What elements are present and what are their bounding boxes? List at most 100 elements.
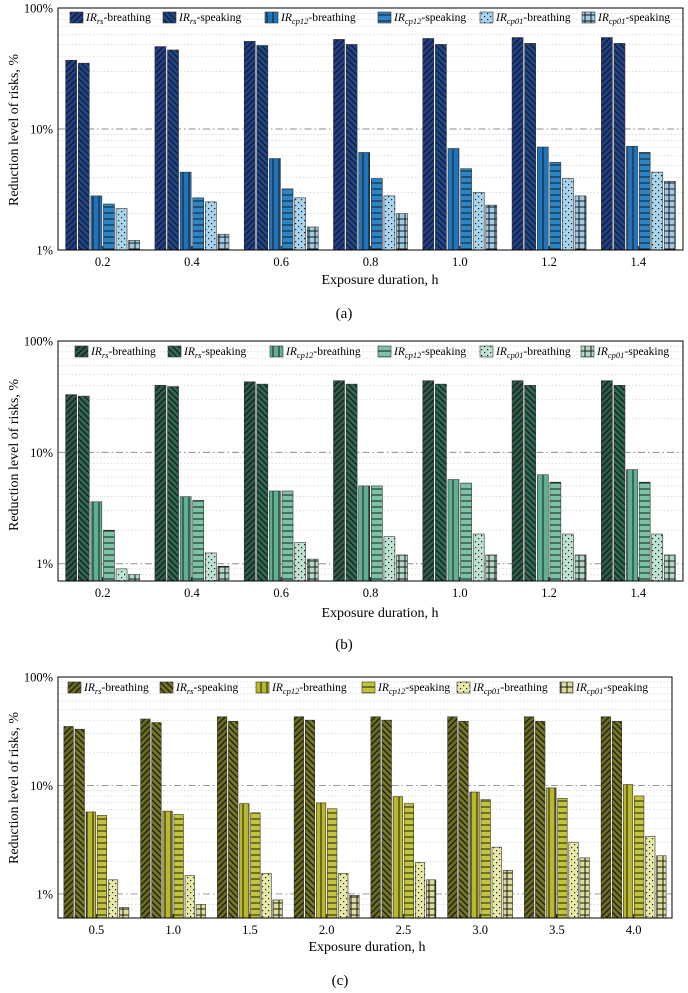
- y-tick-label: 100%: [24, 671, 53, 685]
- legend-swatch: [580, 345, 595, 358]
- legend-entry: IRrs-speaking: [167, 345, 246, 360]
- bar: [338, 872, 349, 919]
- bar: [77, 395, 90, 582]
- legend-label: IRcp12-speaking: [377, 682, 450, 696]
- x-tick-label: 0.6: [273, 255, 289, 269]
- bar: [96, 815, 107, 919]
- legend-label: IRcp01-speaking: [596, 346, 669, 360]
- bar: [403, 803, 414, 919]
- bar: [638, 152, 651, 251]
- panel-caption: (a): [336, 306, 353, 322]
- bar: [281, 188, 294, 251]
- bar: [656, 855, 667, 919]
- legend-swatch: [67, 681, 82, 694]
- bar: [562, 178, 574, 251]
- bar: [294, 197, 306, 251]
- bar: [626, 469, 638, 582]
- bar: [546, 787, 557, 919]
- bar: [524, 716, 535, 919]
- x-tick-label: 0.5: [89, 923, 105, 937]
- legend-swatch: [167, 345, 182, 358]
- bar: [115, 208, 128, 251]
- bar: [396, 213, 408, 251]
- bar: [228, 721, 239, 919]
- bar: [154, 385, 167, 582]
- legend-entry: IRcp01-speaking: [580, 345, 669, 360]
- x-tick-label: 0.2: [95, 255, 111, 269]
- y-tick-label: 10%: [30, 123, 53, 137]
- bar: [579, 857, 590, 919]
- x-tick-label: 1.4: [631, 586, 647, 600]
- x-tick-label: 2.5: [396, 923, 412, 937]
- bar: [192, 197, 205, 251]
- bar: [613, 43, 626, 251]
- bar: [269, 158, 281, 251]
- x-tick-label: 1.0: [452, 586, 468, 600]
- bar: [645, 835, 656, 919]
- bar: [601, 380, 613, 582]
- bar: [140, 718, 151, 919]
- bar: [294, 542, 306, 582]
- bar: [167, 49, 179, 251]
- legend-entry: IRcp12-speaking: [377, 345, 466, 360]
- bar: [179, 171, 192, 251]
- bar: [327, 808, 338, 919]
- legend-label: IRrs-breathing: [90, 346, 156, 360]
- bar: [383, 195, 396, 251]
- bar: [426, 879, 437, 919]
- bar: [281, 490, 294, 582]
- bar: [115, 568, 128, 582]
- bar: [472, 191, 485, 251]
- bar: [304, 719, 316, 919]
- bar: [77, 62, 90, 251]
- legend-label: IRcp12-speaking: [393, 346, 466, 360]
- bar: [422, 38, 435, 251]
- bar: [65, 59, 77, 251]
- x-tick-label: 1.2: [541, 255, 557, 269]
- legend-label: IRrs-speaking: [178, 12, 241, 26]
- bar: [502, 870, 513, 919]
- x-tick-label: 0.4: [184, 255, 200, 269]
- bar: [549, 162, 562, 251]
- bar: [103, 203, 115, 251]
- bar: [381, 719, 392, 919]
- bar: [511, 37, 524, 251]
- x-axis-title: Exposure duration, h: [321, 606, 438, 621]
- x-tick-label: 3.0: [472, 923, 488, 937]
- legend-label: IRrs-speaking: [175, 682, 238, 696]
- bar: [613, 385, 626, 582]
- legend-label: IRrs-breathing: [83, 682, 149, 696]
- x-tick-label: 0.8: [363, 255, 379, 269]
- bar: [195, 904, 206, 919]
- bar: [306, 558, 319, 582]
- bar: [217, 565, 230, 582]
- bar: [557, 798, 568, 919]
- bar: [306, 226, 319, 251]
- bar: [460, 168, 472, 251]
- x-tick-label: 4.0: [626, 923, 642, 937]
- legend-label: IRrs-speaking: [183, 346, 246, 360]
- x-tick-label: 0.6: [273, 586, 289, 600]
- legend-swatch: [159, 681, 174, 694]
- bar: [250, 812, 261, 919]
- bar: [179, 496, 192, 582]
- bar: [535, 721, 546, 919]
- bar: [90, 195, 103, 251]
- x-tick-label: 1.5: [242, 923, 258, 937]
- bar: [485, 204, 498, 251]
- legend-entry: IRrs-speaking: [162, 11, 241, 26]
- bar: [272, 899, 283, 919]
- legend-label: IRcp01-breathing: [495, 12, 571, 26]
- bar: [626, 145, 638, 251]
- bar: [128, 240, 140, 251]
- y-tick-label: 10%: [30, 779, 53, 793]
- panel-caption: (c): [332, 973, 349, 989]
- legend-swatch: [74, 345, 89, 358]
- legend-entry: IRrs-speaking: [159, 681, 238, 696]
- bar: [370, 716, 381, 919]
- legend-swatch: [162, 11, 177, 24]
- bar: [205, 552, 217, 582]
- legend-entry: IRcp12-breathing: [255, 681, 347, 696]
- x-tick-label: 2.0: [319, 923, 335, 937]
- y-axis-title: Reduction level of risks, %: [7, 379, 22, 531]
